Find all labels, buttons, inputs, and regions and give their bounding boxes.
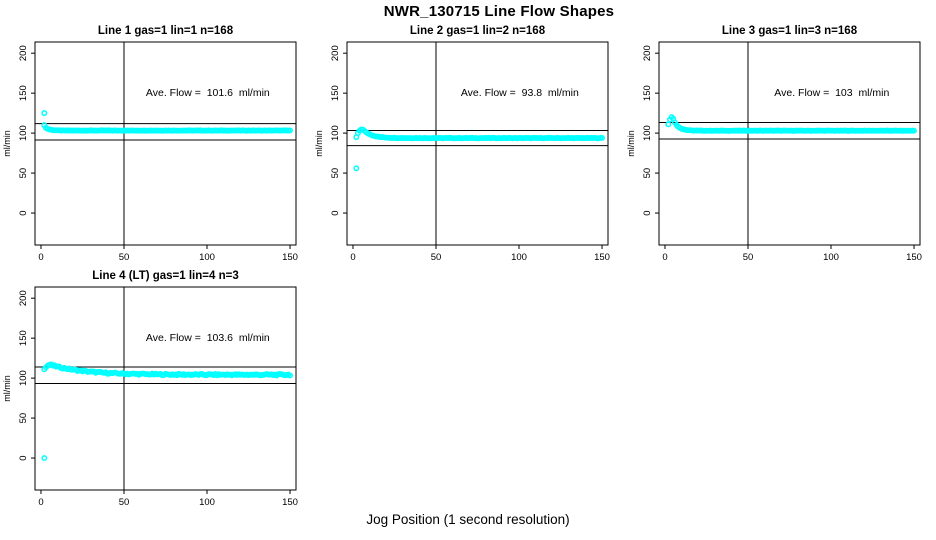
y-axis-title: ml/min (314, 130, 324, 157)
panel-line-1: Line 1 gas=1 lin=1 n=168 0 50 100 150 0 50 100 1… (0, 22, 312, 267)
x-tick-label: 0 (38, 252, 43, 263)
y-tick-label: 100 (642, 125, 653, 141)
panel-line-2: Line 2 gas=1 lin=2 n=168 0 50 100 150 0 50 100 1… (312, 22, 624, 267)
y-axis-title: ml/min (2, 130, 12, 157)
data-point-marker (599, 135, 605, 141)
line-1-flow-chart: Line 1 gas=1 lin=1 n=168 0 50 100 150 0 50 100 1… (2, 25, 298, 263)
line-3-flow-chart: Line 3 gas=1 lin=3 n=168 0 50 100 150 0 50 100 1… (626, 25, 922, 263)
y-tick-label: 200 (18, 290, 29, 306)
data-points (665, 114, 917, 134)
y-tick-label: 100 (330, 125, 341, 141)
y-tick-label: 200 (18, 45, 29, 61)
line-4-flow-chart: Line 4 (LT) gas=1 lin=4 n=3 0 50 100 150 0 50 1… (2, 270, 298, 508)
panel-title: Line 4 (LT) gas=1 lin=4 n=3 (92, 270, 238, 282)
plot-box (34, 41, 297, 246)
x-tick-label: 50 (119, 497, 130, 508)
data-points (41, 361, 293, 461)
data-points (353, 126, 605, 172)
y-tick-label: 200 (330, 45, 341, 61)
x-tick-label: 50 (431, 252, 442, 263)
y-tick-label: 150 (18, 85, 29, 101)
panel-title: Line 1 gas=1 lin=1 n=168 (98, 25, 234, 37)
y-tick-label: 100 (18, 125, 29, 141)
x-tick-label: 150 (594, 252, 610, 263)
data-point-marker (41, 110, 48, 117)
y-tick-label: 50 (18, 413, 29, 424)
figure-title: NWR_130715 Line Flow Shapes (383, 3, 615, 20)
x-tick-label: 150 (282, 497, 298, 508)
plot-box (346, 41, 609, 246)
annotation-ave-flow: Ave. Flow = 101.6 ml/min (146, 87, 270, 99)
annotation-ave-flow: Ave. Flow = 93.8 ml/min (461, 87, 579, 99)
x-tick-label: 150 (282, 252, 298, 263)
annotation-ave-flow: Ave. Flow = 103 ml/min (774, 87, 889, 99)
y-tick-label: 200 (642, 45, 653, 61)
y-tick-label: 0 (18, 210, 29, 215)
x-tick-label: 100 (511, 252, 527, 263)
x-tick-label: 100 (199, 497, 215, 508)
y-axis-title: ml/min (2, 375, 12, 402)
y-tick-label: 50 (18, 168, 29, 179)
data-point-marker (911, 127, 917, 134)
panel-title: Line 3 gas=1 lin=3 n=168 (722, 25, 858, 37)
panel-line-4: Line 4 (LT) gas=1 lin=4 n=3 0 50 100 150 0 50 1… (0, 267, 312, 512)
x-tick-label: 150 (906, 252, 922, 263)
y-tick-label: 0 (18, 455, 29, 460)
figure-x-axis-label: Jog Position (1 second resolution) (366, 512, 570, 527)
plot-box (658, 41, 921, 246)
x-tick-label: 100 (823, 252, 839, 263)
x-tick-label: 0 (38, 497, 43, 508)
y-tick-label: 0 (330, 210, 341, 215)
x-tick-label: 50 (119, 252, 130, 263)
panel-title: Line 2 gas=1 lin=2 n=168 (410, 25, 546, 37)
data-point-marker (353, 165, 360, 172)
data-point-marker (41, 455, 48, 461)
annotation-ave-flow: Ave. Flow = 103.6 ml/min (146, 332, 270, 344)
y-tick-label: 150 (642, 85, 653, 101)
data-points (41, 110, 293, 134)
y-tick-label: 50 (330, 168, 341, 179)
x-tick-label: 100 (199, 252, 215, 263)
y-axis-title: ml/min (626, 130, 636, 157)
data-point-marker (665, 121, 672, 128)
y-tick-label: 150 (330, 85, 341, 101)
y-tick-label: 100 (18, 370, 29, 386)
line-2-flow-chart: Line 2 gas=1 lin=2 n=168 0 50 100 150 0 50 100 1… (314, 25, 610, 263)
data-point-marker (287, 372, 293, 379)
plot-box (34, 286, 297, 491)
y-tick-label: 150 (18, 330, 29, 346)
data-point-marker (287, 127, 293, 134)
x-tick-label: 50 (743, 252, 754, 263)
y-tick-label: 0 (642, 210, 653, 215)
x-tick-label: 0 (350, 252, 355, 263)
y-tick-label: 50 (642, 168, 653, 179)
panel-line-3: Line 3 gas=1 lin=3 n=168 0 50 100 150 0 50 100 1… (624, 22, 936, 267)
x-tick-label: 0 (662, 252, 667, 263)
